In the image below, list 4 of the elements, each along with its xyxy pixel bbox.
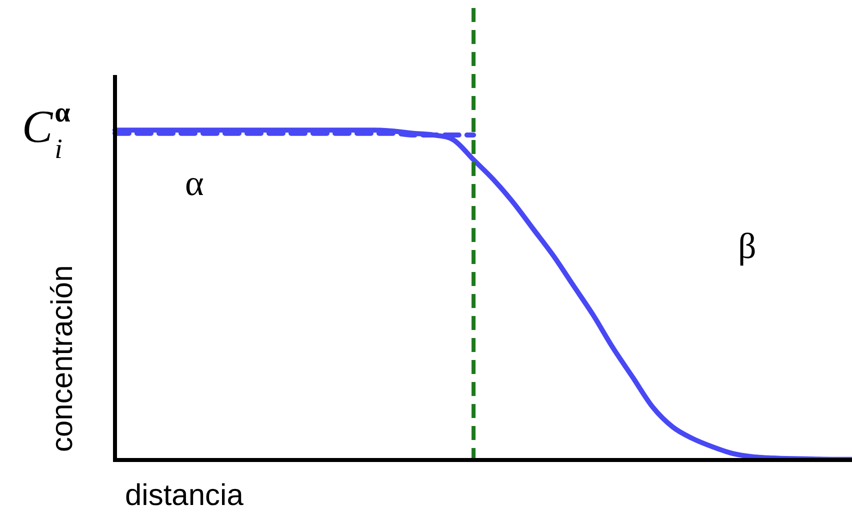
y-axis-title: concentración: [46, 265, 79, 452]
annotation: β: [738, 226, 756, 266]
annotation: α: [185, 163, 204, 203]
x-axis-title: distancia: [125, 479, 244, 512]
